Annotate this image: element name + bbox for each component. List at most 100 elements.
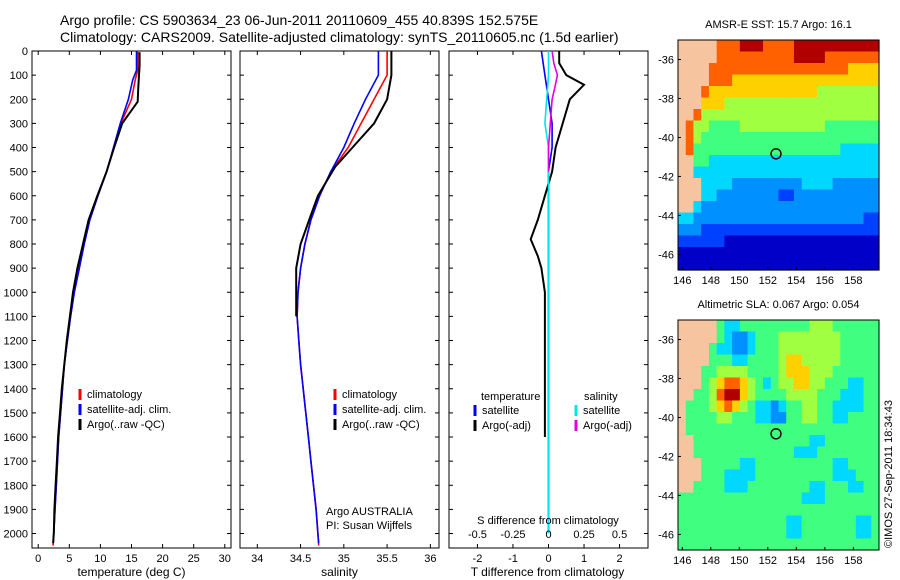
- field-cell: [716, 320, 725, 333]
- field-cell: [747, 258, 756, 271]
- field-cell: [801, 120, 811, 133]
- field-cell: [801, 74, 811, 87]
- field-cell: [732, 377, 741, 390]
- field-cell: [817, 377, 826, 390]
- field-cell: [755, 201, 764, 214]
- series-line-t-argo-adj-: [529, 51, 586, 437]
- field-cell: [848, 143, 857, 156]
- field-cell: [763, 212, 772, 225]
- field-cell: [708, 178, 718, 191]
- field-cell: [848, 120, 857, 133]
- field-cell: [732, 143, 741, 156]
- field-cell: [817, 515, 826, 528]
- field-cell: [724, 166, 733, 179]
- field-cell: [855, 354, 865, 367]
- field-cell: [747, 235, 756, 248]
- field-cell: [747, 527, 756, 540]
- field-cell: [716, 469, 725, 482]
- field-cell: [824, 235, 834, 248]
- field-cell: [693, 435, 702, 448]
- field-cell: [755, 331, 764, 344]
- field-cell: [863, 224, 872, 237]
- field-cell: [701, 201, 710, 214]
- map-x-tick-label: 158: [844, 275, 862, 287]
- field-cell: [855, 143, 865, 156]
- field-cell: [716, 258, 725, 271]
- field-cell: [824, 63, 834, 76]
- field-cell: [716, 235, 725, 248]
- field-cell: [708, 74, 718, 87]
- field-cell: [832, 132, 841, 145]
- field-cell: [871, 178, 880, 191]
- field-cell: [770, 63, 780, 76]
- field-cell: [855, 331, 865, 344]
- field-cell: [832, 504, 841, 517]
- field-cell: [832, 400, 841, 413]
- field-cell: [871, 74, 880, 87]
- field-cell: [793, 224, 803, 237]
- land-cell: [708, 331, 718, 344]
- field-cell: [793, 143, 803, 156]
- field-cell: [708, 97, 718, 110]
- x-tick-label-secondary: 0: [545, 529, 551, 541]
- field-cell: [871, 515, 880, 528]
- field-cell: [747, 458, 756, 471]
- field-cell: [724, 400, 733, 413]
- field-cell: [708, 366, 718, 379]
- field-cell: [685, 492, 695, 505]
- field-cell: [778, 458, 787, 471]
- field-cell: [778, 320, 787, 333]
- legend-title-temperature: temperature: [481, 391, 540, 403]
- field-cell: [840, 331, 849, 344]
- field-cell: [708, 224, 718, 237]
- field-cell: [701, 504, 710, 517]
- field-cell: [817, 63, 826, 76]
- field-cell: [786, 366, 795, 379]
- field-cell: [701, 189, 710, 202]
- field-cell: [693, 132, 702, 145]
- field-cell: [732, 366, 741, 379]
- field-cell: [708, 166, 718, 179]
- field-cell: [739, 63, 749, 76]
- field-cell: [763, 515, 772, 528]
- field-cell: [817, 481, 826, 494]
- field-cell: [848, 97, 857, 110]
- field-cell: [755, 435, 764, 448]
- field-cell: [708, 143, 718, 156]
- field-cell: [871, 109, 880, 122]
- field-cell: [863, 389, 872, 402]
- field-cell: [755, 166, 764, 179]
- field-cell: [848, 377, 857, 390]
- field-cell: [739, 389, 749, 402]
- x-tick-label: 5: [66, 553, 72, 565]
- field-cell: [778, 235, 787, 248]
- field-cell: [770, 412, 780, 425]
- field-cell: [855, 74, 865, 87]
- field-cell: [739, 224, 749, 237]
- field-cell: [778, 331, 787, 344]
- land-cell: [678, 63, 687, 76]
- field-cell: [863, 492, 872, 505]
- field-cell: [770, 132, 780, 145]
- field-cell: [701, 143, 710, 156]
- field-cell: [678, 538, 687, 551]
- field-cell: [724, 469, 733, 482]
- field-cell: [871, 143, 880, 156]
- field-cell: [840, 366, 849, 379]
- land-cell: [693, 86, 702, 99]
- field-cell: [840, 377, 849, 390]
- field-cell: [732, 155, 741, 168]
- field-cell: [732, 224, 741, 237]
- field-cell: [809, 331, 818, 344]
- field-cell: [724, 504, 733, 517]
- land-cell: [685, 320, 695, 333]
- field-cell: [763, 97, 772, 110]
- field-cell: [832, 389, 841, 402]
- field-cell: [848, 527, 857, 540]
- field-cell: [832, 74, 841, 87]
- field-cell: [855, 120, 865, 133]
- land-cell: [685, 366, 695, 379]
- field-cell: [732, 247, 741, 260]
- field-cell: [863, 178, 872, 191]
- field-cell: [809, 189, 818, 202]
